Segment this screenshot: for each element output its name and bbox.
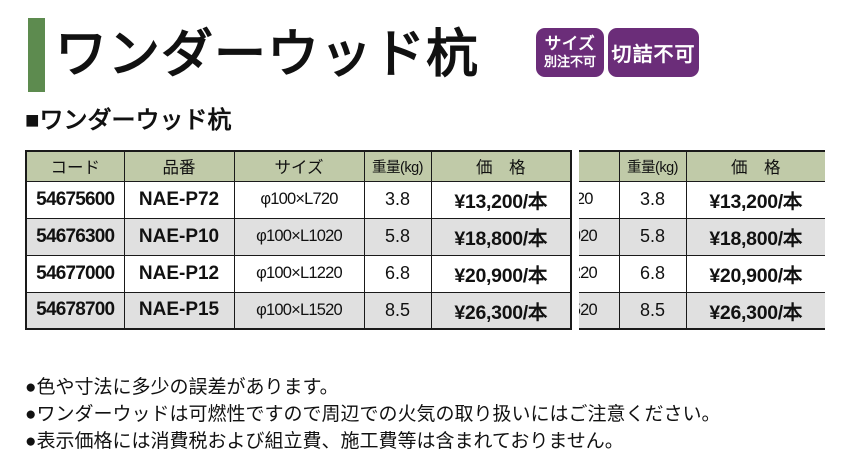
cell-model: NAE-P12 (123, 254, 235, 293)
col-header-size: サイズ (233, 150, 365, 182)
cell-code: 54675600 (25, 180, 125, 219)
badge-cut-label: 切詰不可 (611, 44, 696, 66)
cell-code: 54678700 (25, 291, 125, 330)
cell-price: ¥18,800/本 (685, 217, 825, 256)
table-header-row: コード 品番 サイズ 重量(kg) 価 格 (25, 150, 572, 182)
product-table: コード 品番 サイズ 重量(kg) 価 格 54675600 NAE-P72 φ… (25, 150, 572, 330)
table-row: 54676300 NAE-P10 φ100×L1020 5.8 ¥18,800/… (579, 217, 825, 256)
cell-price: ¥13,200/本 (430, 180, 572, 219)
cell-weight: 3.8 (363, 180, 432, 219)
cell-size: φ100×L1520 (579, 291, 620, 330)
product-table-duplicate-clipped: コード 品番 サイズ 重量(kg) 価 格 54675600 NAE-P72 φ… (579, 150, 825, 336)
table-row: 54677000 NAE-P12 φ100×L1220 6.8 ¥20,900/… (25, 254, 572, 293)
badge-size-line2: 別注不可 (543, 54, 596, 70)
cell-price: ¥20,900/本 (430, 254, 572, 293)
cell-size: φ100×L1020 (233, 217, 365, 256)
cell-code: 54676300 (25, 217, 125, 256)
cell-size: φ100×L1520 (233, 291, 365, 330)
page-title: ワンダーウッド杭 (55, 26, 480, 84)
col-header-size: サイズ (579, 150, 620, 182)
section-heading: ■ワンダーウッド杭 (25, 107, 232, 134)
table-row: 54676300 NAE-P10 φ100×L1020 5.8 ¥18,800/… (25, 217, 572, 256)
cell-weight: 6.8 (618, 254, 687, 293)
cell-model: NAE-P72 (123, 180, 235, 219)
title-accent-bar (28, 18, 45, 92)
badge-size-custom-order-not-available: サイズ 別注不可 (536, 28, 604, 77)
cell-size: φ100×L1220 (233, 254, 365, 293)
cell-weight: 8.5 (363, 291, 432, 330)
cell-weight: 3.8 (618, 180, 687, 219)
col-header-model: 品番 (123, 150, 235, 182)
cell-weight: 6.8 (363, 254, 432, 293)
cell-weight: 8.5 (618, 291, 687, 330)
cell-size: φ100×L720 (233, 180, 365, 219)
cell-price: ¥18,800/本 (430, 217, 572, 256)
cell-price: ¥13,200/本 (685, 180, 825, 219)
cell-size: φ100×L1220 (579, 254, 620, 293)
cell-code: 54677000 (25, 254, 125, 293)
col-header-weight: 重量(kg) (618, 150, 687, 182)
table-row: 54677000 NAE-P12 φ100×L1220 6.8 ¥20,900/… (579, 254, 825, 293)
cell-model: NAE-P15 (123, 291, 235, 330)
col-header-code: コード (25, 150, 125, 182)
cell-price: ¥26,300/本 (685, 291, 825, 330)
table-row: 54678700 NAE-P15 φ100×L1520 8.5 ¥26,300/… (25, 291, 572, 330)
badge-cutting-not-available: 切詰不可 (608, 28, 699, 77)
badge-size-line1: サイズ (544, 35, 596, 54)
cell-model: NAE-P10 (123, 217, 235, 256)
cell-price: ¥20,900/本 (685, 254, 825, 293)
note-line: ●色や寸法に多少の誤差があります。 (25, 377, 339, 398)
col-header-weight: 重量(kg) (363, 150, 432, 182)
col-header-price: 価 格 (685, 150, 825, 182)
cell-size: φ100×L1020 (579, 217, 620, 256)
cell-size: φ100×L720 (579, 180, 620, 219)
table-row: 54675600 NAE-P72 φ100×L720 3.8 ¥13,200/本 (579, 180, 825, 219)
col-header-price: 価 格 (430, 150, 572, 182)
table-row: 54675600 NAE-P72 φ100×L720 3.8 ¥13,200/本 (25, 180, 572, 219)
cell-weight: 5.8 (618, 217, 687, 256)
cell-price: ¥26,300/本 (430, 291, 572, 330)
cell-weight: 5.8 (363, 217, 432, 256)
footnotes: ●色や寸法に多少の誤差があります。 ●ワンダーウッドは可燃性ですので周辺での火気… (25, 374, 720, 455)
note-line: ●表示価格には消費税および組立費、施工費等は含まれておりません。 (25, 431, 624, 452)
table-header-row: コード 品番 サイズ 重量(kg) 価 格 (579, 150, 825, 182)
note-line: ●ワンダーウッドは可燃性ですので周辺での火気の取り扱いにはご注意ください。 (25, 404, 721, 425)
table-row: 54678700 NAE-P15 φ100×L1520 8.5 ¥26,300/… (579, 291, 825, 330)
